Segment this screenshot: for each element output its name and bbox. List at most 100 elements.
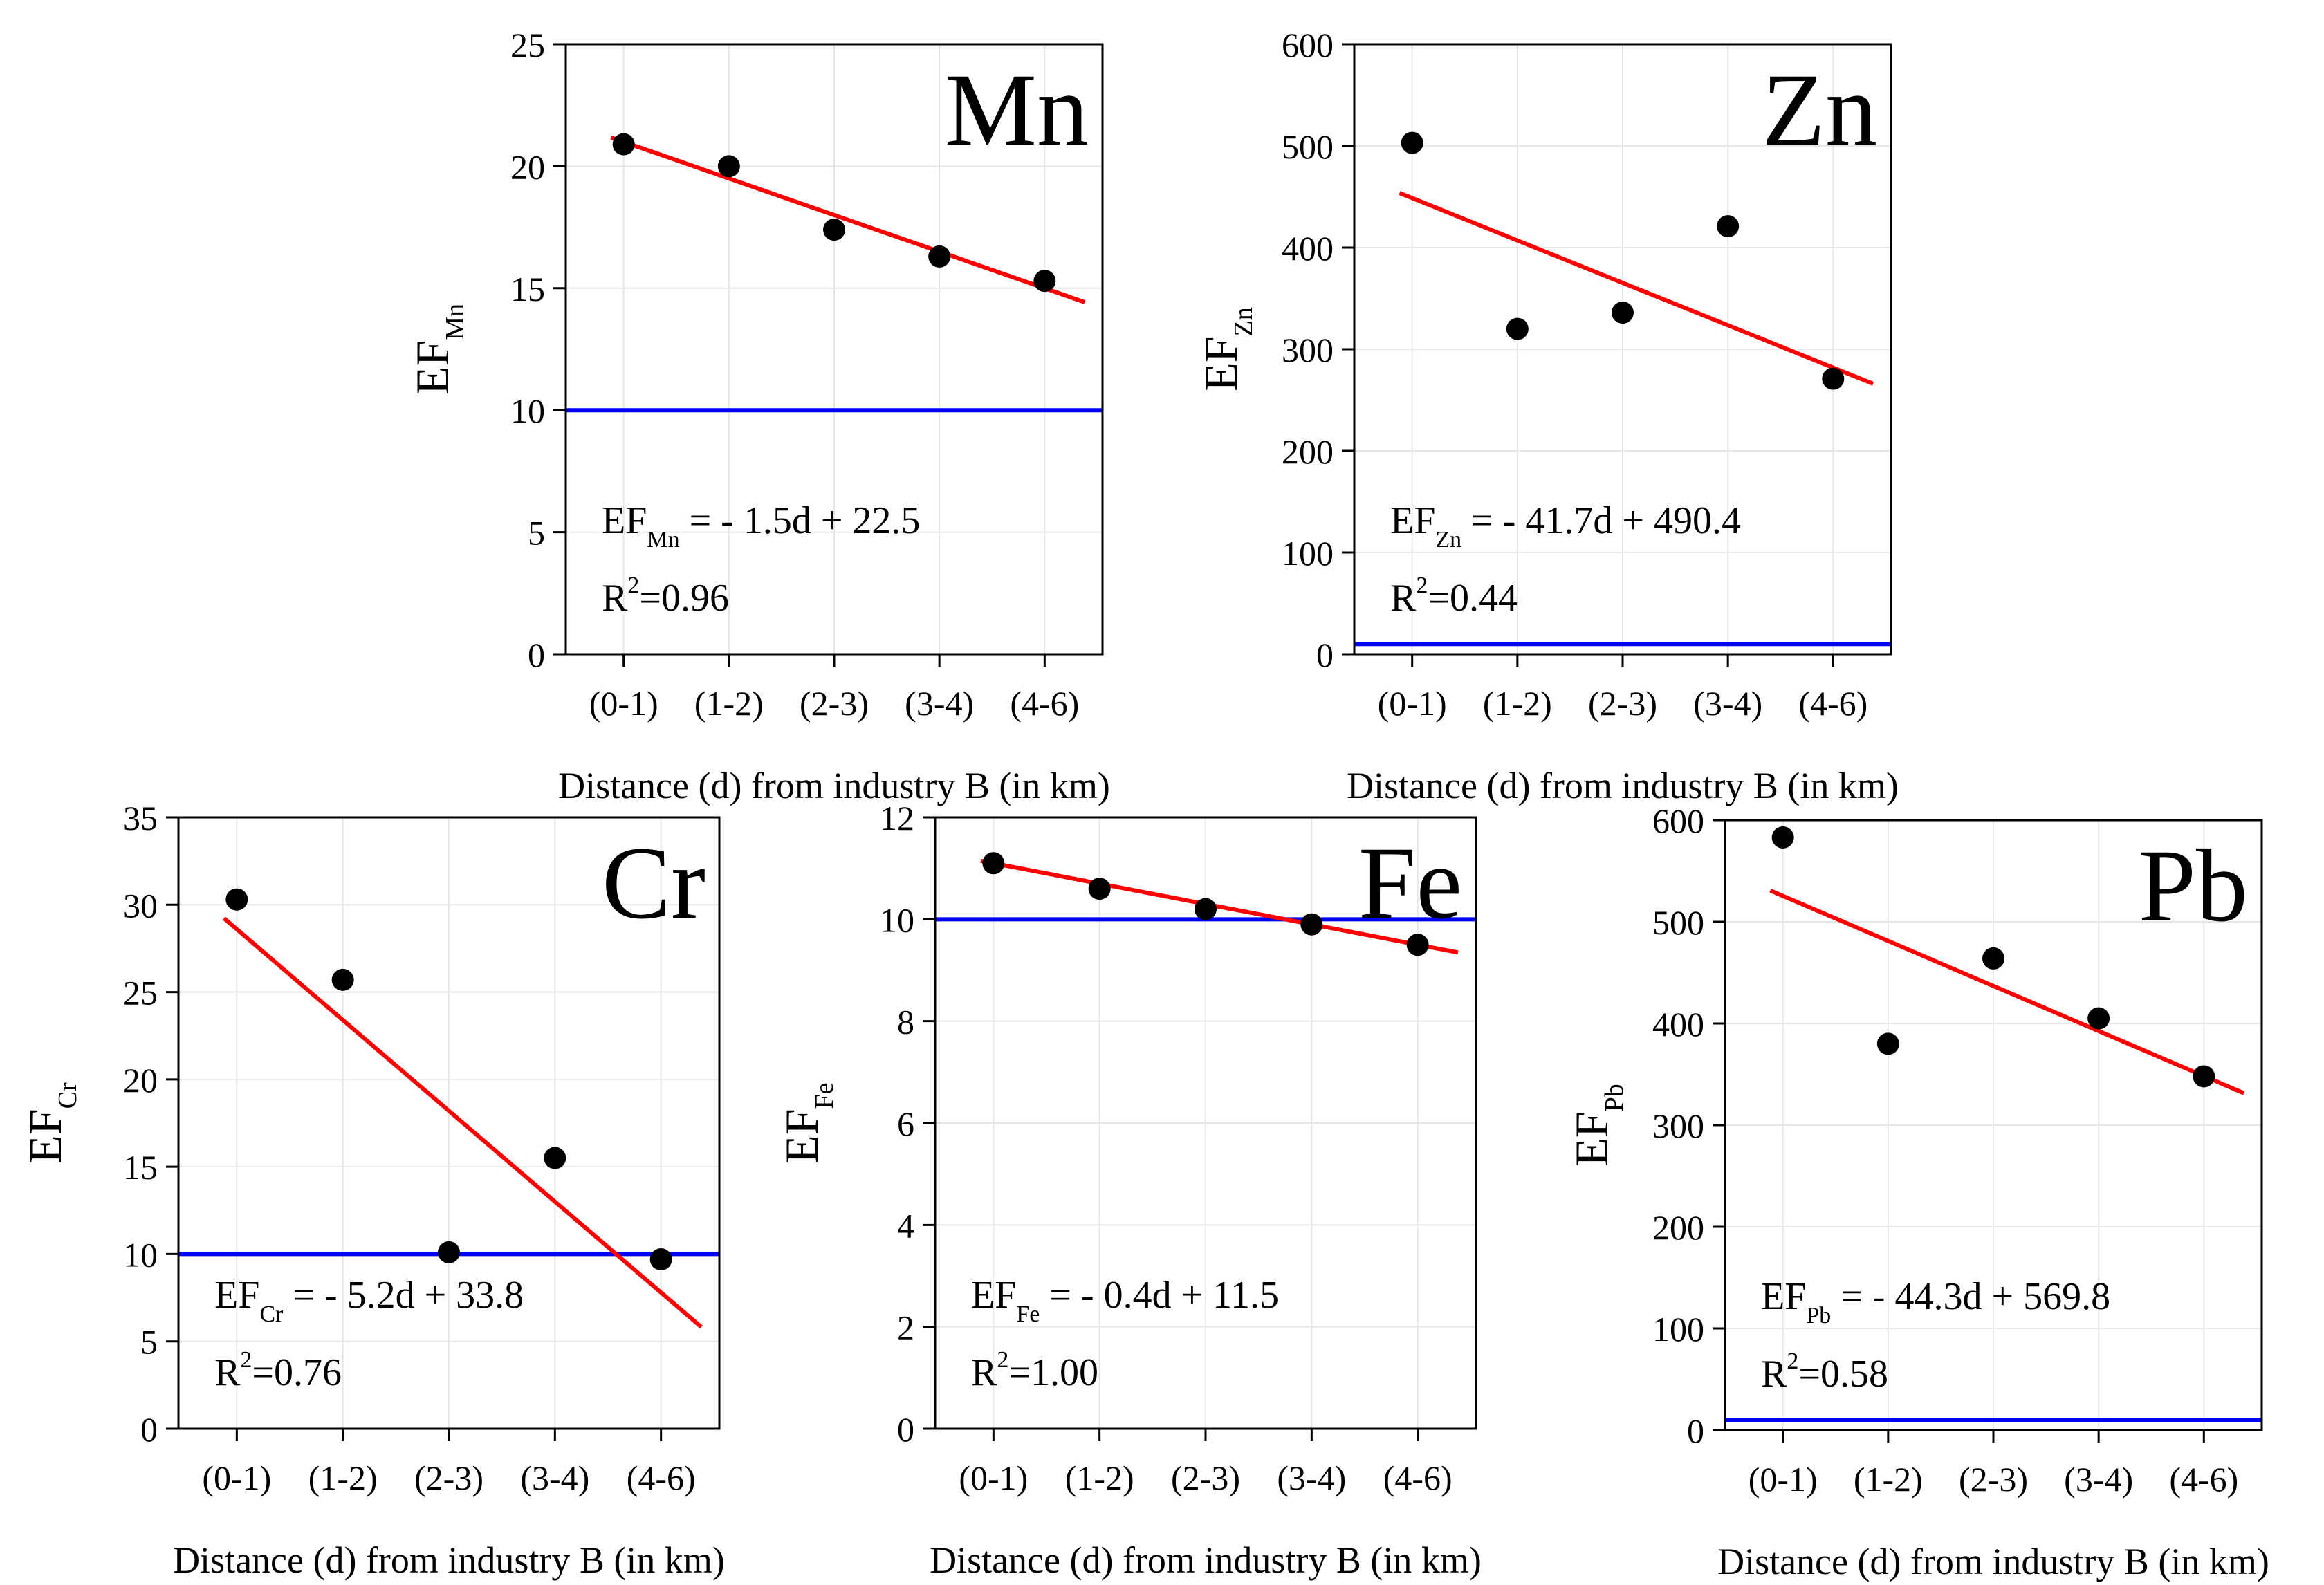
x-tick-label: (3-4) <box>1277 1458 1346 1497</box>
y-tick-label: 6 <box>897 1104 914 1143</box>
data-point <box>823 219 845 241</box>
fit-line <box>222 916 703 1329</box>
x-tick-label: (0-1) <box>1378 684 1447 723</box>
r-squared-label: R <box>1761 1353 1787 1396</box>
fit-equation: EFFe = - 0.4d + 11.5 <box>971 1274 1279 1327</box>
chart-pb: 0 100 200 300 400 500 600 (0-1) (1-2) (2-3) (3-4) (… <box>1565 801 2269 1582</box>
y-axis-title-main: EF <box>1195 336 1247 391</box>
r-squared-value: =1.00 <box>1008 1351 1098 1394</box>
y-tick-label: 0 <box>1687 1411 1704 1450</box>
y-tick-label: 200 <box>1652 1208 1704 1247</box>
y-axis-title-main: EF <box>19 1109 71 1163</box>
x-tick-label: (0-1) <box>589 684 658 723</box>
data-point <box>1300 913 1323 936</box>
r-squared: R2=0.96 <box>602 573 729 620</box>
y-tick-label: 10 <box>123 1235 158 1274</box>
equation-rest: = - 41.7d + 490.4 <box>1461 499 1741 542</box>
data-point <box>717 155 740 178</box>
y-tick-label: 500 <box>1652 903 1704 942</box>
equation-sub: Mn <box>647 527 679 553</box>
r-squared-sup: 2 <box>1416 573 1428 598</box>
y-tick-label: 8 <box>897 1003 914 1041</box>
r-squared-sup: 2 <box>997 1347 1008 1373</box>
y-tick-label: 20 <box>123 1061 158 1100</box>
y-tick-label: 100 <box>1652 1310 1704 1348</box>
x-tick-label: (1-2) <box>308 1458 378 1497</box>
x-axis-title: Distance (d) from industry B (in km) <box>558 765 1110 806</box>
y-tick-label: 0 <box>140 1410 158 1449</box>
equation-rest: = - 0.4d + 11.5 <box>1040 1274 1279 1317</box>
equation-rest: = - 1.5d + 22.5 <box>680 499 921 542</box>
data-point <box>544 1147 566 1169</box>
x-tick-label: (1-2) <box>1854 1460 1923 1499</box>
fit-equation: EFMn = - 1.5d + 22.5 <box>602 499 920 553</box>
data-point <box>982 852 1005 875</box>
data-point <box>1401 131 1423 154</box>
x-tick-label: (2-3) <box>414 1458 483 1497</box>
equation-prefix: EF <box>602 499 647 542</box>
x-tick-label: (3-4) <box>1693 684 1762 723</box>
x-axis-title: Distance (d) from industry B (in km) <box>1347 765 1899 806</box>
data-point <box>331 968 354 991</box>
x-axis-title: Distance (d) from industry B (in km) <box>173 1539 725 1581</box>
x-tick-label: (2-3) <box>800 684 869 723</box>
y-tick-label: 400 <box>1652 1005 1704 1044</box>
x-tick-label: (1-2) <box>694 684 764 723</box>
data-point <box>612 133 635 156</box>
y-tick-label: 600 <box>1652 801 1704 840</box>
element-label: Cr <box>602 826 706 940</box>
x-tick-label: (3-4) <box>905 684 974 723</box>
chart-mn: 0 5 10 15 20 25 (0-1) (1-2) (2-3) (3-4) (4-6) Dista… <box>406 26 1110 806</box>
y-tick-label: 400 <box>1282 229 1334 268</box>
r-squared-value: =0.44 <box>1428 577 1518 620</box>
x-tick-label: (4-6) <box>627 1458 696 1497</box>
x-tick-label: (2-3) <box>1959 1460 2028 1499</box>
data-point <box>649 1248 672 1271</box>
y-axis-title-sub: Zn <box>1229 307 1258 336</box>
x-tick-label: (0-1) <box>959 1458 1028 1497</box>
r-squared-value: =0.76 <box>252 1351 342 1394</box>
r-squared-label: R <box>971 1351 997 1394</box>
data-point <box>225 888 248 911</box>
y-tick-label: 4 <box>897 1206 914 1245</box>
y-axis-title: EFPb <box>1565 1084 1629 1167</box>
x-axis-title: Distance (d) from industry B (in km) <box>930 1539 1482 1581</box>
data-point <box>1822 367 1845 390</box>
data-point <box>1771 826 1794 849</box>
y-tick-label: 10 <box>880 900 914 939</box>
data-point <box>1088 878 1111 900</box>
fit-equation: EFPb = - 44.3d + 569.8 <box>1761 1275 2110 1328</box>
r-squared: R2=0.76 <box>214 1347 342 1394</box>
y-axis-title-main: EF <box>1565 1111 1618 1166</box>
data-point <box>1982 947 2004 970</box>
data-point <box>2193 1065 2215 1088</box>
y-tick-label: 15 <box>510 270 545 308</box>
fit-equation: EFZn = - 41.7d + 490.4 <box>1390 499 1741 553</box>
data-point <box>1717 215 1740 238</box>
data-point <box>1612 302 1634 324</box>
y-tick-label: 30 <box>123 886 158 925</box>
r-squared-sup: 2 <box>627 573 639 598</box>
equation-prefix: EF <box>971 1274 1016 1317</box>
element-label: Zn <box>1762 53 1877 167</box>
equation-sub: Zn <box>1435 527 1461 553</box>
y-tick-label: 300 <box>1282 331 1334 369</box>
y-tick-label: 5 <box>528 514 545 553</box>
y-tick-label: 500 <box>1282 127 1334 166</box>
r-squared-sup: 2 <box>1787 1348 1798 1374</box>
fit-line <box>610 135 1086 304</box>
equation-prefix: EF <box>1761 1275 1806 1318</box>
equation-rest: = - 5.2d + 33.8 <box>283 1274 524 1317</box>
equation-sub: Cr <box>259 1301 284 1327</box>
y-axis-title-main: EF <box>775 1109 828 1163</box>
r-squared-sup: 2 <box>240 1347 252 1373</box>
y-axis-title-sub: Fe <box>810 1082 839 1109</box>
element-label: Mn <box>945 53 1089 167</box>
y-tick-label: 25 <box>123 974 158 1012</box>
y-tick-label: 600 <box>1282 26 1334 64</box>
r-squared: R2=1.00 <box>971 1347 1098 1394</box>
equation-prefix: EF <box>214 1274 259 1317</box>
data-point <box>1406 934 1429 956</box>
chart-zn: 0 100 200 300 400 500 600 (0-1) (1-2) (2-3) (3-4) (… <box>1195 26 1899 806</box>
